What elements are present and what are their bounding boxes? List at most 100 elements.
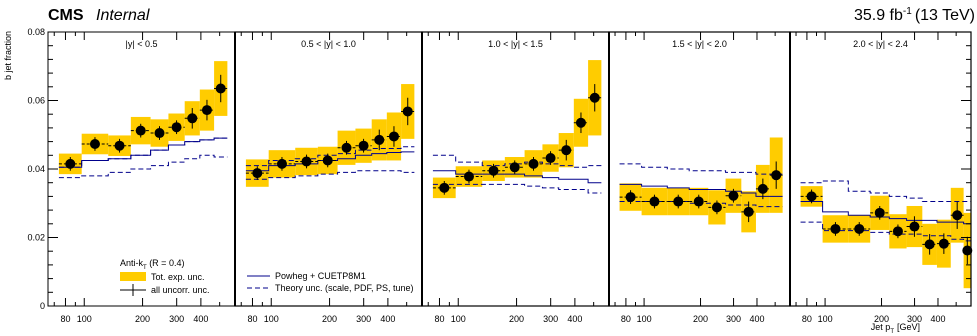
x-axis-title-sub: T xyxy=(890,329,894,335)
x-tick-label: 200 xyxy=(693,314,708,324)
status-label: Internal xyxy=(96,7,150,24)
data-point xyxy=(693,196,704,207)
y-tick-label: 0.04 xyxy=(27,164,45,174)
x-tick-label: 100 xyxy=(818,314,833,324)
data-point xyxy=(806,191,817,202)
panel-4: 1.5 < |y| < 2.0 xyxy=(619,39,783,233)
data-point xyxy=(924,239,935,250)
data-point xyxy=(276,158,287,169)
legend-left: Anti-kT (R = 0.4) Tot. exp. unc. all unc… xyxy=(120,258,210,296)
lumi-exponent: -1 xyxy=(903,6,912,17)
panels-layer: |y| < 0.5 0.5 < |y| < 1.0 1.0 < |y| < 1.5 1… xyxy=(58,39,973,289)
y-tick-label: 0.02 xyxy=(27,233,45,243)
data-point xyxy=(488,165,499,176)
theory-unc-up-line xyxy=(619,163,783,175)
data-point xyxy=(402,106,413,117)
legend-powheg-label: Powheg + CUETP8M1 xyxy=(275,271,366,281)
powheg-line xyxy=(58,137,228,168)
cms-label: CMS xyxy=(48,7,84,24)
y-tick-label: 0.06 xyxy=(27,96,45,106)
data-point xyxy=(358,140,369,151)
data-point xyxy=(545,153,556,164)
lumi-value: 35.9 fb xyxy=(854,7,903,24)
x-axis-title-unit: [GeV] xyxy=(897,322,920,332)
x-tick-label: 300 xyxy=(907,314,922,324)
legend-exp-band-label: Tot. exp. unc. xyxy=(151,272,205,282)
x-axis-title-main: Jet p xyxy=(871,322,891,332)
data-point xyxy=(65,158,76,169)
powheg-line xyxy=(800,201,971,225)
data-point xyxy=(341,142,352,153)
x-tick-label: 100 xyxy=(77,314,92,324)
panel-3: 1.0 < |y| < 1.5 xyxy=(432,39,602,199)
data-point xyxy=(909,221,920,232)
data-point xyxy=(463,171,474,182)
data-point xyxy=(575,117,586,128)
x-tick-label: 100 xyxy=(637,314,652,324)
data-point xyxy=(771,170,782,181)
data-point xyxy=(874,207,885,218)
x-tick-label: 80 xyxy=(60,314,70,324)
legend-jet-algo-sub: T xyxy=(143,265,147,271)
data-point xyxy=(89,138,100,149)
data-point xyxy=(938,238,949,249)
x-tick-label: 200 xyxy=(322,314,337,324)
data-point xyxy=(952,210,963,221)
panel-1: |y| < 0.5 xyxy=(58,39,228,179)
y-axis-title: b jet fraction xyxy=(3,31,13,80)
theory-unc-down-line xyxy=(58,154,228,179)
x-tick-label: 80 xyxy=(621,314,631,324)
data-point xyxy=(114,140,125,151)
data-point xyxy=(962,245,973,256)
legend-jet-radius: (R = 0.4) xyxy=(147,258,185,268)
data-point xyxy=(322,155,333,166)
data-point xyxy=(528,158,539,169)
data-point xyxy=(509,162,520,173)
theory-unc-down-line xyxy=(432,183,602,194)
panel-label: 1.0 < |y| < 1.5 xyxy=(488,39,543,49)
panel-label: 1.5 < |y| < 2.0 xyxy=(672,39,727,49)
x-tick-label: 200 xyxy=(874,314,889,324)
x-tick-label: 80 xyxy=(247,314,257,324)
y-tick-label: 0 xyxy=(40,301,45,311)
legend-jet-algo-main: Anti-k xyxy=(120,258,144,268)
legend-theory-label: Theory unc. (scale, PDF, PS, tune) xyxy=(275,283,414,293)
panel-label: 2.0 < |y| < 2.4 xyxy=(853,39,908,49)
powheg-line xyxy=(245,151,415,172)
data-point xyxy=(589,92,600,103)
data-point xyxy=(757,183,768,194)
theory-unc-down-line xyxy=(800,221,971,242)
x-tick-label: 400 xyxy=(380,314,395,324)
data-point xyxy=(625,192,636,203)
data-point xyxy=(439,182,450,193)
data-point xyxy=(374,134,385,145)
lumi-label: 35.9 fb-1 (13 TeV) xyxy=(854,6,975,24)
data-point xyxy=(171,122,182,133)
x-tick-label: 100 xyxy=(264,314,279,324)
y-tick-label: 0.08 xyxy=(27,27,45,37)
data-point xyxy=(388,131,399,142)
theory-unc-down-line xyxy=(619,201,783,208)
axes-layer: 80 100 200 300 400 80 100 200 300 400 80 100 200 300 4… xyxy=(27,27,972,324)
data-point xyxy=(301,156,312,167)
x-axis-title: Jet pT [GeV] xyxy=(871,322,920,335)
x-tick-label: 80 xyxy=(434,314,444,324)
data-point xyxy=(854,223,865,234)
x-tick-label: 300 xyxy=(169,314,184,324)
x-tick-label: 300 xyxy=(543,314,558,324)
x-tick-label: 400 xyxy=(567,314,582,324)
x-tick-label: 400 xyxy=(930,314,945,324)
legend-uncorr-label: all uncorr. unc. xyxy=(151,285,210,295)
data-point xyxy=(649,196,660,207)
data-point xyxy=(711,202,722,213)
data-point xyxy=(201,105,212,116)
x-tick-label: 200 xyxy=(509,314,524,324)
x-tick-label: 300 xyxy=(356,314,371,324)
lumi-energy: (13 TeV) xyxy=(915,7,975,24)
legend-jet-algo: Anti-kT (R = 0.4) xyxy=(120,258,184,271)
legend-exp-band-swatch xyxy=(120,272,146,281)
panel-label: |y| < 0.5 xyxy=(126,39,158,49)
x-tick-label: 400 xyxy=(193,314,208,324)
x-tick-label: 300 xyxy=(726,314,741,324)
data-point xyxy=(728,190,739,201)
